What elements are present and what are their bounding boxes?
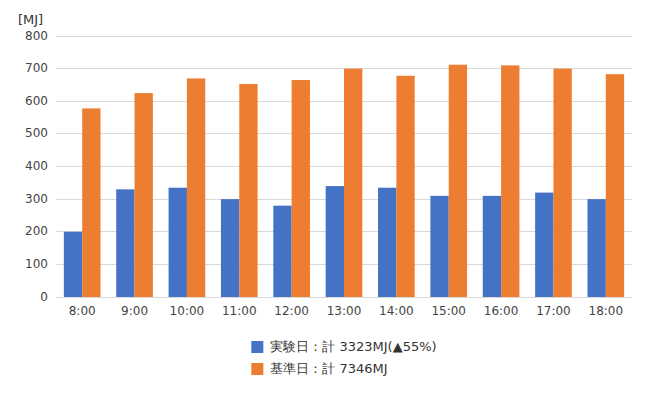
x-tick-label: 13:00 — [327, 304, 362, 318]
bar — [430, 196, 448, 297]
chart: 0 100 200 300 400 500 600 700 800 [MJ] 8:00 9:00 10:… — [0, 0, 650, 409]
legend-swatch — [251, 363, 263, 375]
bar — [396, 76, 414, 297]
bar — [169, 188, 187, 297]
grid-line — [56, 36, 632, 37]
x-tick-label: 15:00 — [431, 304, 466, 318]
legend: 実験日：計 3323MJ(▲55%) 基準日：計 7346MJ — [251, 339, 436, 376]
bar — [378, 188, 396, 297]
bar — [187, 78, 205, 297]
bar — [553, 69, 571, 297]
y-tick-label: 500 — [25, 126, 48, 140]
bar — [326, 186, 344, 297]
bar — [606, 74, 624, 297]
x-tick-label: 12:00 — [274, 304, 309, 318]
legend-label: 実験日：計 3323MJ(▲55%) — [270, 339, 436, 354]
x-tick-label: 14:00 — [379, 304, 414, 318]
bars — [64, 65, 624, 297]
legend-swatch — [251, 341, 263, 353]
x-tick-label: 17:00 — [536, 304, 571, 318]
y-tick-label: 300 — [25, 192, 48, 206]
bar — [135, 93, 153, 297]
x-tick-label: 9:00 — [121, 304, 148, 318]
bar — [587, 199, 605, 297]
bar — [221, 199, 239, 297]
y-tick-label: 400 — [25, 159, 48, 173]
y-tick-label: 700 — [25, 61, 48, 75]
chart-container: 0 100 200 300 400 500 600 700 800 [MJ] 8:00 9:00 10:… — [0, 0, 650, 409]
y-tick-label: 600 — [25, 94, 48, 108]
bar — [535, 193, 553, 297]
bar — [292, 80, 310, 297]
bar — [116, 189, 134, 297]
bar — [483, 196, 501, 297]
legend-label: 基準日：計 7346MJ — [270, 361, 387, 376]
bar — [239, 84, 257, 297]
x-tick-label: 18:00 — [589, 304, 624, 318]
y-tick-label: 100 — [25, 257, 48, 271]
bar — [273, 206, 291, 297]
y-tick-label: 800 — [25, 29, 48, 43]
y-tick-label: 200 — [25, 224, 48, 238]
y-tick-label: 0 — [40, 290, 48, 304]
bar — [449, 65, 467, 297]
y-grid — [56, 36, 632, 297]
y-tick-labels: 0 100 200 300 400 500 600 700 800 — [25, 29, 48, 304]
x-tick-label: 10:00 — [170, 304, 205, 318]
x-tick-labels: 8:00 9:00 10:00 11:00 12:00 13:00 14:00 15:00 16… — [69, 304, 623, 318]
y-axis-label: [MJ] — [18, 12, 43, 27]
bar — [82, 108, 100, 297]
bar — [344, 69, 362, 297]
bar-series — [82, 65, 624, 297]
x-tick-label: 16:00 — [484, 304, 519, 318]
bar — [501, 65, 519, 297]
bar — [64, 232, 82, 297]
x-tick-label: 11:00 — [222, 304, 257, 318]
x-tick-label: 8:00 — [69, 304, 96, 318]
